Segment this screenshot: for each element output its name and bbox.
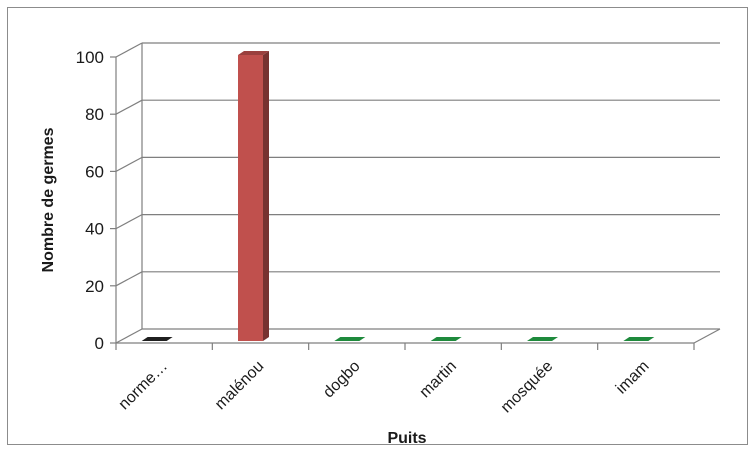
x-category-labels: norme… malénou dogbo martin mosquée imam <box>116 358 653 417</box>
bar-top <box>430 337 462 341</box>
y-tick-label: 20 <box>85 277 104 296</box>
x-axis-title: Puits <box>387 430 426 447</box>
bar <box>527 337 558 341</box>
bar <box>430 337 462 341</box>
bar-front <box>238 55 263 341</box>
x-category-label: mosquée <box>498 358 557 417</box>
y-tick-label: 40 <box>85 220 104 239</box>
grid-diagonal <box>115 328 143 344</box>
bar-top <box>141 337 173 341</box>
x-category-label: malénou <box>212 358 267 413</box>
bar <box>334 337 366 341</box>
grid-diagonal <box>115 156 143 172</box>
bar <box>623 337 655 341</box>
x-category-label: imam <box>613 358 653 398</box>
y-axis-title: Nombre de germes <box>40 127 57 272</box>
x-category-label: dogbo <box>320 358 364 402</box>
axes <box>110 43 721 350</box>
x-category-label: martin <box>417 358 460 401</box>
y-tick-label: 0 <box>95 334 104 353</box>
bar <box>238 51 269 341</box>
grid-diagonal <box>115 99 143 115</box>
y-tick-label: 80 <box>85 105 104 124</box>
chart-frame <box>7 7 748 445</box>
bar-top <box>623 337 655 341</box>
x-category-label: norme… <box>116 358 171 413</box>
y-tick-label: 60 <box>85 162 104 181</box>
bar-side <box>263 51 269 341</box>
grid-diagonal <box>115 214 143 230</box>
floor-right-edge <box>693 328 721 344</box>
bar-top <box>527 337 558 341</box>
y-tick-labels: 0 20 40 60 80 100 <box>76 48 104 353</box>
grid-diagonal <box>115 42 143 58</box>
gridlines <box>115 42 720 344</box>
y-tick-label: 100 <box>76 48 104 67</box>
grid-diagonal <box>115 271 143 287</box>
bar-top <box>238 51 269 55</box>
bars <box>141 51 655 341</box>
bar <box>141 337 173 341</box>
bar-top <box>334 337 366 341</box>
